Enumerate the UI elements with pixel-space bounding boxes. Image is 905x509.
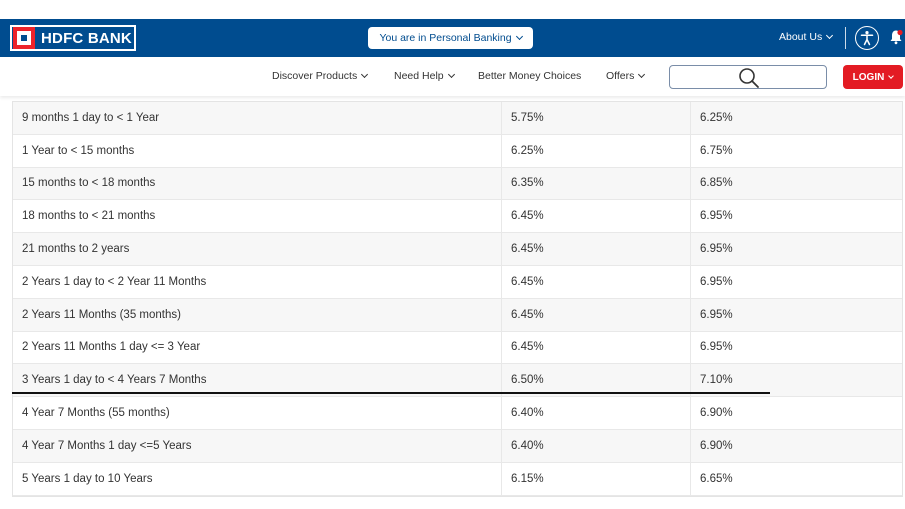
rate-cell: 6.45% [502, 298, 691, 331]
table-row: 5 Years 1 day to 10 Years 6.15% 6.65% [13, 462, 902, 496]
rate-cell: 6.45% [502, 233, 691, 265]
senior-rate-cell: 6.90% [700, 407, 733, 420]
nav-offers-label: Offers [606, 70, 635, 82]
hdfc-logo[interactable]: HDFC BANK [10, 25, 136, 51]
about-us-label: About Us [779, 31, 823, 43]
senior-rate-cell: 6.75% [700, 144, 733, 157]
chevron-down-icon [361, 70, 369, 79]
table-row: 2 Years 11 Months (35 months) 6.45% 6.95% [13, 298, 902, 332]
table-row: 2 Years 11 Months 1 day <= 3 Year 6.45% 6.… [13, 331, 902, 365]
senior-rate-cell: 6.95% [700, 210, 733, 223]
nav-need-help-label: Need Help [394, 70, 444, 82]
table-row: 1 Year to < 15 months 6.25% 6.75% [13, 134, 902, 168]
table-row: 2 Years 1 day to < 2 Year 11 Months 6.45%… [13, 265, 902, 299]
rate-cell: 6.25% [502, 134, 691, 167]
senior-rate-cell: 6.95% [700, 308, 733, 321]
hdfc-logo-icon [13, 27, 35, 49]
senior-rate-cell: 6.25% [700, 111, 733, 124]
annotation-underline [12, 392, 770, 394]
secondary-nav: Discover Products Need Help Better Money… [0, 57, 905, 96]
tenure-cell: 9 months 1 day to < 1 Year [13, 102, 502, 134]
chevron-down-icon [515, 32, 523, 41]
rate-cell: 6.45% [502, 331, 691, 364]
table-row: 18 months to < 21 months 6.45% 6.95% [13, 200, 902, 234]
table-row: 21 months to 2 years 6.45% 6.95% [13, 233, 902, 266]
table-row: 15 months to < 18 months 6.35% 6.85% [13, 167, 902, 201]
tenure-cell: 3 Years 1 day to < 4 Years 7 Months [13, 364, 502, 397]
logo-text: HDFC BANK [41, 29, 132, 47]
notification-bell-button[interactable] [889, 29, 903, 49]
personal-banking-dropdown[interactable]: You are in Personal Banking [368, 27, 533, 49]
bell-icon [890, 29, 903, 45]
search-input[interactable] [669, 65, 827, 89]
tenure-cell: 4 Year 7 Months (55 months) [13, 397, 502, 429]
login-label: LOGIN [852, 71, 885, 83]
rate-cell: 6.45% [502, 200, 691, 233]
tenure-cell: 1 Year to < 15 months [13, 134, 502, 167]
tenure-cell: 2 Years 1 day to < 2 Year 11 Months [13, 265, 502, 298]
senior-rate-cell: 6.85% [700, 177, 733, 190]
senior-rate-cell: 7.10% [700, 374, 733, 387]
about-us-menu[interactable]: About Us [779, 31, 834, 43]
tenure-cell: 5 Years 1 day to 10 Years [13, 462, 502, 495]
rate-cell: 6.35% [502, 167, 691, 200]
header-bar: HDFC BANK You are in Personal Banking Ab… [0, 19, 905, 57]
fd-rates-table: 9 months 1 day to < 1 Year 5.75% 6.25% 1 Ye… [12, 101, 903, 497]
nav-need-help[interactable]: Need Help [394, 70, 455, 82]
senior-rate-cell: 6.95% [700, 341, 733, 354]
table-row: 9 months 1 day to < 1 Year 5.75% 6.25% [13, 102, 902, 135]
search-icon [739, 68, 759, 88]
login-button[interactable]: LOGIN [843, 65, 903, 89]
rate-cell: 6.40% [502, 429, 691, 462]
tenure-cell: 18 months to < 21 months [13, 200, 502, 233]
accessibility-button[interactable] [855, 26, 879, 50]
tenure-cell: 4 Year 7 Months 1 day <=5 Years [13, 429, 502, 462]
header-divider [845, 27, 846, 49]
tenure-cell: 2 Years 11 Months 1 day <= 3 Year [13, 331, 502, 364]
table-row: 3 Years 1 day to < 4 Years 7 Months 6.50%… [13, 364, 902, 398]
nav-discover-products-label: Discover Products [272, 70, 358, 82]
rate-cell: 6.50% [502, 364, 691, 397]
rate-cell: 5.75% [502, 102, 691, 134]
senior-rate-cell: 6.65% [700, 472, 733, 485]
chevron-down-icon [826, 31, 834, 40]
accessibility-icon [860, 31, 874, 46]
senior-rate-cell: 6.90% [700, 439, 733, 452]
tenure-cell: 15 months to < 18 months [13, 167, 502, 200]
top-strip [0, 0, 905, 19]
chevron-down-icon [638, 70, 646, 79]
senior-rate-cell: 6.95% [700, 275, 733, 288]
senior-rate-cell: 6.95% [700, 243, 733, 256]
nav-better-money-choices[interactable]: Better Money Choices [478, 70, 581, 82]
table-row: 4 Year 7 Months 1 day <=5 Years 6.40% 6.90… [13, 429, 902, 463]
chevron-down-icon [888, 72, 895, 79]
tenure-cell: 21 months to 2 years [13, 233, 502, 265]
personal-banking-label: You are in Personal Banking [379, 32, 512, 44]
nav-discover-products[interactable]: Discover Products [272, 70, 369, 82]
rate-cell: 6.40% [502, 397, 691, 429]
tenure-cell: 2 Years 11 Months (35 months) [13, 298, 502, 331]
rate-cell: 6.45% [502, 265, 691, 298]
rate-cell: 6.15% [502, 462, 691, 495]
table-row: 4 Year 7 Months (55 months) 6.40% 6.90% [13, 397, 902, 430]
nav-better-money-choices-label: Better Money Choices [478, 70, 582, 82]
chevron-down-icon [447, 70, 455, 79]
nav-offers[interactable]: Offers [606, 70, 646, 82]
